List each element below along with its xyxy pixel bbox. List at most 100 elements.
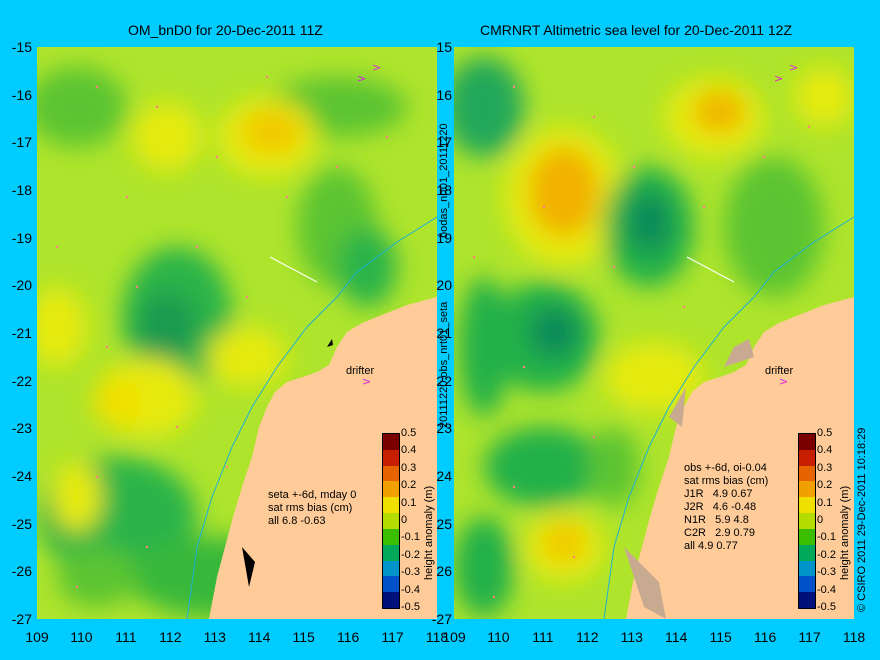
track-line bbox=[686, 256, 735, 283]
colorbar-segment bbox=[383, 544, 399, 561]
sea-level-contours bbox=[37, 67, 407, 617]
left-map-panel: > > > bbox=[37, 47, 437, 619]
colorbar-tick: 0.5 bbox=[817, 427, 833, 439]
colorbar-tick: -0.1 bbox=[817, 531, 836, 544]
colorbar-tick: 0.3 bbox=[817, 461, 833, 474]
colorbar-segment bbox=[799, 576, 815, 593]
latitude-tick: -27 bbox=[11, 611, 32, 627]
drifter-marker: > bbox=[774, 72, 783, 85]
right-stats-line: sat rms bias (cm) bbox=[684, 475, 769, 487]
left-stats-line: all 6.8 -0.63 bbox=[268, 515, 326, 527]
colorbar-tick: -0.4 bbox=[817, 583, 836, 596]
colorbar-segment bbox=[799, 544, 815, 561]
longitude-tick: 118 bbox=[425, 629, 449, 645]
copyright-label: © CSIRO 2011 29-Dec-2011 10:18:29 bbox=[856, 427, 868, 612]
right-colorbar bbox=[798, 433, 816, 609]
right-stats-line: obs +-6d, oi-0.04 bbox=[684, 462, 767, 474]
colorbar-segment bbox=[383, 528, 399, 545]
right-stats-line: J1R 4.9 0.67 bbox=[684, 488, 753, 500]
drifter-markers: > > > bbox=[357, 61, 381, 388]
right-map-panel: > > > bbox=[454, 47, 854, 619]
longitude-tick: 115 bbox=[292, 629, 315, 645]
colorbar-tick: -0.4 bbox=[401, 583, 420, 596]
colorbar-tick: 0.3 bbox=[401, 461, 417, 474]
colorbar-tick: 0.4 bbox=[817, 444, 833, 457]
longitude-tick: 111 bbox=[532, 629, 554, 645]
colorbar-segment bbox=[383, 576, 399, 593]
latitude-tick: -17 bbox=[11, 134, 32, 151]
colorbar-segment bbox=[383, 449, 399, 466]
left-colorbar-label: height anomaly (m) bbox=[423, 485, 435, 580]
latitude-tick: -23 bbox=[11, 420, 32, 437]
right-stats-line: all 4.9 0.77 bbox=[684, 540, 738, 552]
right-map-title: CMRNRT Altimetric sea level for 20-Dec-2… bbox=[480, 22, 792, 38]
colorbar-tick: -0.3 bbox=[817, 566, 836, 579]
colorbar-segment bbox=[383, 434, 399, 450]
longitude-tick: 116 bbox=[336, 629, 360, 645]
latitude-tick: -16 bbox=[11, 86, 32, 103]
left-stats-line: seta +-6d, mday 0 bbox=[268, 489, 357, 501]
latitude-tick: -21 bbox=[11, 325, 32, 341]
colorbar-segment bbox=[383, 592, 399, 608]
right-stats-block: obs +-6d, oi-0.04 sat rms bias (cm) J1R … bbox=[684, 462, 768, 553]
latitude-tick: -20 bbox=[11, 277, 32, 294]
left-stats-block: seta +-6d, mday 0 sat rms bias (cm) all … bbox=[268, 489, 356, 528]
observation-dots bbox=[55, 75, 389, 589]
latitude-tick: -22 bbox=[11, 372, 32, 389]
left-drifter-label: drifter bbox=[346, 365, 375, 377]
longitude-tick: 109 bbox=[442, 629, 466, 645]
colorbar-tick: 0.2 bbox=[817, 479, 833, 492]
colorbar-tick: 0 bbox=[817, 514, 824, 526]
left-stats-line: sat rms bias (cm) bbox=[268, 502, 353, 514]
colorbar-tick: -0.1 bbox=[401, 531, 420, 544]
right-stats-line: N1R 5.9 4.8 bbox=[684, 514, 749, 526]
islands bbox=[242, 339, 333, 587]
longitude-tick: 118 bbox=[842, 629, 866, 645]
colorbar-segment bbox=[799, 513, 815, 529]
colorbar-segment bbox=[383, 560, 399, 577]
colorbar-segment bbox=[799, 434, 815, 450]
colorbar-tick: -0.5 bbox=[401, 601, 420, 613]
colorbar-segment bbox=[799, 528, 815, 545]
longitude-tick: 111 bbox=[115, 629, 137, 645]
latitude-tick: -25 bbox=[11, 515, 32, 532]
longitude-tick: 115 bbox=[709, 629, 732, 645]
colorbar-tick: 0.5 bbox=[401, 427, 417, 439]
observation-dots bbox=[472, 85, 811, 599]
latitude-tick: -19 bbox=[11, 229, 32, 246]
longitude-tick: 112 bbox=[576, 629, 599, 645]
colorbar-segment bbox=[383, 513, 399, 529]
longitude-tick: 113 bbox=[203, 629, 226, 645]
drifter-markers: > > > bbox=[774, 61, 798, 388]
longitude-tick: 112 bbox=[159, 629, 182, 645]
colorbar-segment bbox=[799, 481, 815, 498]
colorbar-segment bbox=[383, 497, 399, 514]
latitude-tick: -18 bbox=[11, 182, 32, 198]
colorbar-tick: 0.4 bbox=[401, 444, 417, 457]
colorbar-tick: -0.2 bbox=[401, 548, 420, 561]
right-stats-line: J2R 4.6 -0.48 bbox=[684, 501, 757, 513]
bathymetry-line bbox=[186, 216, 437, 619]
drifter-marker: > bbox=[789, 61, 798, 74]
colorbar-segment bbox=[799, 497, 815, 514]
longitude-tick: 114 bbox=[248, 629, 271, 645]
colorbar-tick: -0.3 bbox=[401, 566, 420, 579]
colorbar-tick: 0.2 bbox=[401, 479, 417, 492]
colorbar-segment bbox=[799, 465, 815, 482]
longitude-tick: 117 bbox=[798, 629, 821, 645]
latitude-tick: -15 bbox=[11, 39, 32, 55]
right-colorbar-label: height anomaly (m) bbox=[839, 485, 851, 580]
left-map-title: OM_bnD0 for 20-Dec-2011 11Z bbox=[128, 22, 323, 38]
longitude-tick: 110 bbox=[70, 629, 93, 645]
colorbar-segment bbox=[799, 560, 815, 577]
land-mass bbox=[626, 297, 854, 619]
longitude-tick: 109 bbox=[25, 629, 49, 645]
longitude-tick: 114 bbox=[665, 629, 688, 645]
colorbar-segment bbox=[383, 481, 399, 498]
colorbar-tick: -0.5 bbox=[817, 601, 836, 613]
latitude-tick: -24 bbox=[11, 468, 32, 484]
right-map-canvas: > > > bbox=[454, 47, 854, 619]
colorbar-tick: 0 bbox=[401, 514, 408, 526]
track-line bbox=[269, 256, 318, 283]
colorbar-tick: -0.2 bbox=[817, 548, 836, 561]
